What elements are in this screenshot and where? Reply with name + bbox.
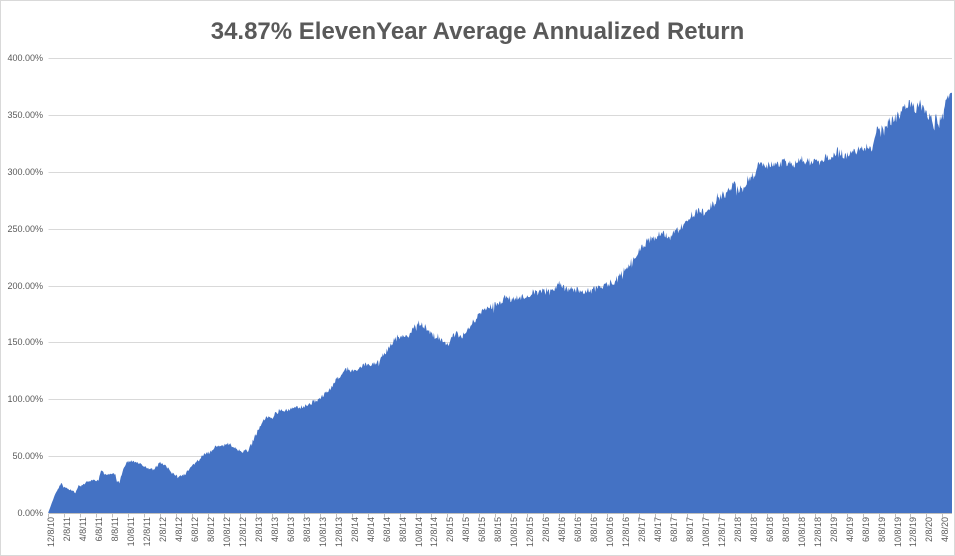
- x-tick-label: 6/8/16: [573, 517, 584, 543]
- x-tick-label: 4/8/17: [653, 517, 664, 543]
- x-tick-label: 10/8/12: [221, 517, 232, 548]
- x-tick-label: 10/8/11: [126, 517, 137, 547]
- x-tick-label: 12/8/19: [908, 517, 919, 548]
- x-tick-label: 8/8/11: [110, 517, 121, 542]
- y-tick-label: 50.00%: [12, 451, 43, 462]
- x-tick-label: 6/8/17: [668, 517, 679, 543]
- x-tick-label: 2/8/17: [637, 517, 648, 543]
- x-tick-label: 10/8/16: [605, 517, 616, 548]
- x-tick-label: 6/8/18: [764, 517, 775, 543]
- x-tick-label: 8/8/17: [684, 517, 695, 543]
- x-tick-label: 2/8/12: [158, 517, 169, 543]
- x-tick-label: 2/8/20: [924, 517, 935, 543]
- x-tick-label: 10/8/17: [700, 517, 711, 548]
- y-tick-label: 250.00%: [7, 223, 43, 234]
- x-tick-label: 6/8/14: [381, 517, 392, 543]
- x-tick-label: 2/8/18: [732, 517, 743, 543]
- x-tick-label: 2/8/15: [445, 517, 456, 543]
- x-tick-label: 12/8/14: [429, 517, 440, 548]
- x-tick-label: 12/8/18: [812, 517, 823, 548]
- x-tick-label: 4/8/12: [174, 517, 185, 543]
- y-tick-label: 300.00%: [7, 166, 43, 177]
- x-tick-label: 4/8/20: [940, 517, 951, 543]
- x-tick-label: 8/8/12: [205, 517, 216, 543]
- y-tick-label: 200.00%: [7, 280, 43, 291]
- x-tick-label: 12/8/13: [333, 517, 344, 548]
- x-tick-label: 2/8/16: [541, 517, 552, 543]
- x-tick-label: 6/8/13: [285, 517, 296, 543]
- x-tick-label: 2/8/13: [253, 517, 264, 543]
- x-tick-label: 12/8/16: [621, 517, 632, 548]
- x-tick-label: 12/8/11: [142, 517, 153, 547]
- x-tick-label: 12/8/17: [716, 517, 727, 548]
- x-tick-label: 8/8/13: [301, 517, 312, 543]
- x-tick-label: 4/8/19: [844, 517, 855, 543]
- x-tick-label: 8/8/19: [876, 517, 887, 543]
- x-tick-label: 10/8/19: [892, 517, 903, 548]
- y-tick-label: 100.00%: [7, 394, 43, 405]
- chart-title: 34.87% ElevenYear Average Annualized Ret…: [210, 18, 745, 45]
- x-tick-label: 8/8/16: [589, 517, 600, 543]
- x-tick-label: 2/8/19: [828, 517, 839, 543]
- x-tick-label: 4/8/11: [78, 517, 89, 542]
- y-tick-label: 350.00%: [7, 110, 43, 121]
- y-tick-label: 150.00%: [7, 337, 43, 348]
- x-tick-label: 6/8/11: [94, 517, 105, 542]
- x-tick-label: 2/8/14: [349, 517, 360, 543]
- x-tick-label: 12/8/10: [46, 517, 57, 548]
- x-tick-label: 4/8/13: [269, 517, 280, 543]
- x-tick-label: 10/8/13: [317, 517, 328, 548]
- x-tick-label: 4/8/18: [748, 517, 759, 543]
- x-tick-label: 12/8/12: [237, 517, 248, 548]
- x-tick-label: 4/8/15: [461, 517, 472, 543]
- x-tick-label: 8/8/14: [397, 517, 408, 543]
- x-tick-label: 10/8/15: [509, 517, 520, 548]
- x-tick-label: 4/8/16: [557, 517, 568, 543]
- y-tick-label: 400.00%: [7, 53, 43, 64]
- x-tick-label: 12/8/15: [525, 517, 536, 548]
- x-tick-label: 10/8/18: [796, 517, 807, 548]
- x-tick-label: 4/8/14: [365, 517, 376, 543]
- x-tick-label: 2/8/11: [62, 517, 73, 542]
- x-tick-label: 6/8/15: [477, 517, 488, 543]
- x-tick-label: 8/8/15: [493, 517, 504, 543]
- x-tick-label: 10/8/14: [413, 517, 424, 548]
- return-area-series: [48, 92, 953, 513]
- x-tick-label: 6/8/12: [189, 517, 200, 543]
- x-tick-label: 8/8/18: [780, 517, 791, 543]
- x-tick-label: 6/8/19: [860, 517, 871, 543]
- y-tick-label: 0.00%: [17, 508, 43, 518]
